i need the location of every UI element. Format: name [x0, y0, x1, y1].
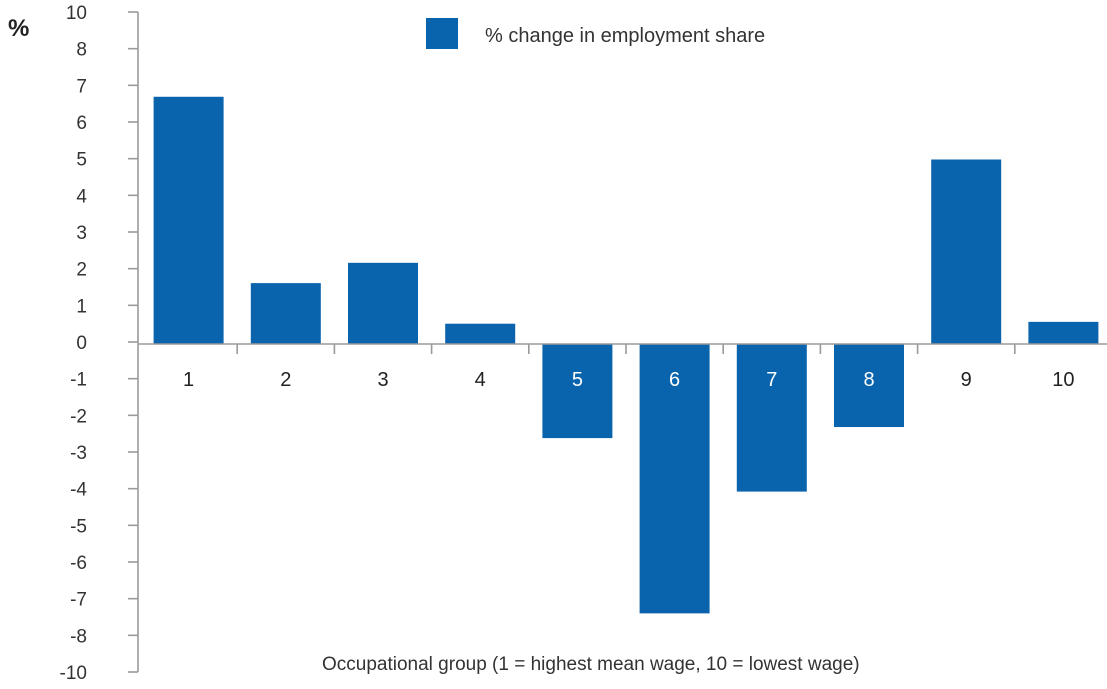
bar	[542, 344, 613, 439]
x-tick-label: 4	[475, 369, 486, 391]
y-tick-label: 1	[76, 296, 87, 317]
y-tick-label: -3	[70, 443, 87, 464]
y-tick-label: -5	[70, 516, 87, 537]
y-tick-label: 0	[76, 333, 87, 354]
bar	[250, 283, 321, 344]
legend-swatch	[426, 18, 458, 49]
legend-label: % change in employment share	[485, 25, 765, 47]
y-tick-label: 6	[76, 113, 87, 134]
x-tick-label: 2	[280, 369, 291, 391]
legend: % change in employment share	[426, 18, 765, 49]
bar	[639, 344, 710, 614]
bars	[153, 96, 1099, 614]
x-tick-label: 7	[766, 369, 777, 391]
y-tick-label: 2	[76, 260, 87, 281]
y-tick-label: -1	[70, 370, 87, 391]
y-tick-label: -10	[60, 663, 87, 684]
bar	[1028, 321, 1099, 344]
bar	[736, 344, 807, 492]
y-tick-label: -8	[70, 626, 87, 647]
bar	[931, 159, 1002, 344]
x-tick-label: 5	[572, 369, 583, 391]
y-tick-label: -2	[70, 406, 87, 427]
y-tick-label: -4	[70, 480, 87, 501]
x-tick-label: 10	[1052, 369, 1074, 391]
y-tick-label: 3	[76, 223, 87, 244]
x-tick-label: 1	[183, 369, 194, 391]
bar	[153, 96, 224, 345]
y-tick-label: 4	[76, 186, 87, 207]
y-axis-unit-label: %	[8, 15, 29, 42]
x-tick-label: 9	[961, 369, 972, 391]
y-tick-label: 10	[66, 3, 87, 24]
y-tick-label: 8	[76, 40, 87, 61]
y-tick-label: -6	[70, 553, 87, 574]
bar	[348, 262, 418, 344]
bar	[445, 323, 516, 344]
bar	[834, 344, 904, 428]
x-tick-label: 3	[377, 369, 388, 391]
x-tick-label: 6	[669, 369, 680, 391]
y-tick-label: -7	[70, 590, 87, 611]
y-tick-label: 5	[76, 150, 87, 171]
x-axis: 1 2 3 4 5 6 7 8 9 10	[138, 343, 1107, 391]
x-tick-label: 8	[863, 369, 874, 391]
y-tick-label: 7	[76, 76, 87, 97]
x-axis-title: Occupational group (1 = highest mean wag…	[322, 654, 860, 675]
